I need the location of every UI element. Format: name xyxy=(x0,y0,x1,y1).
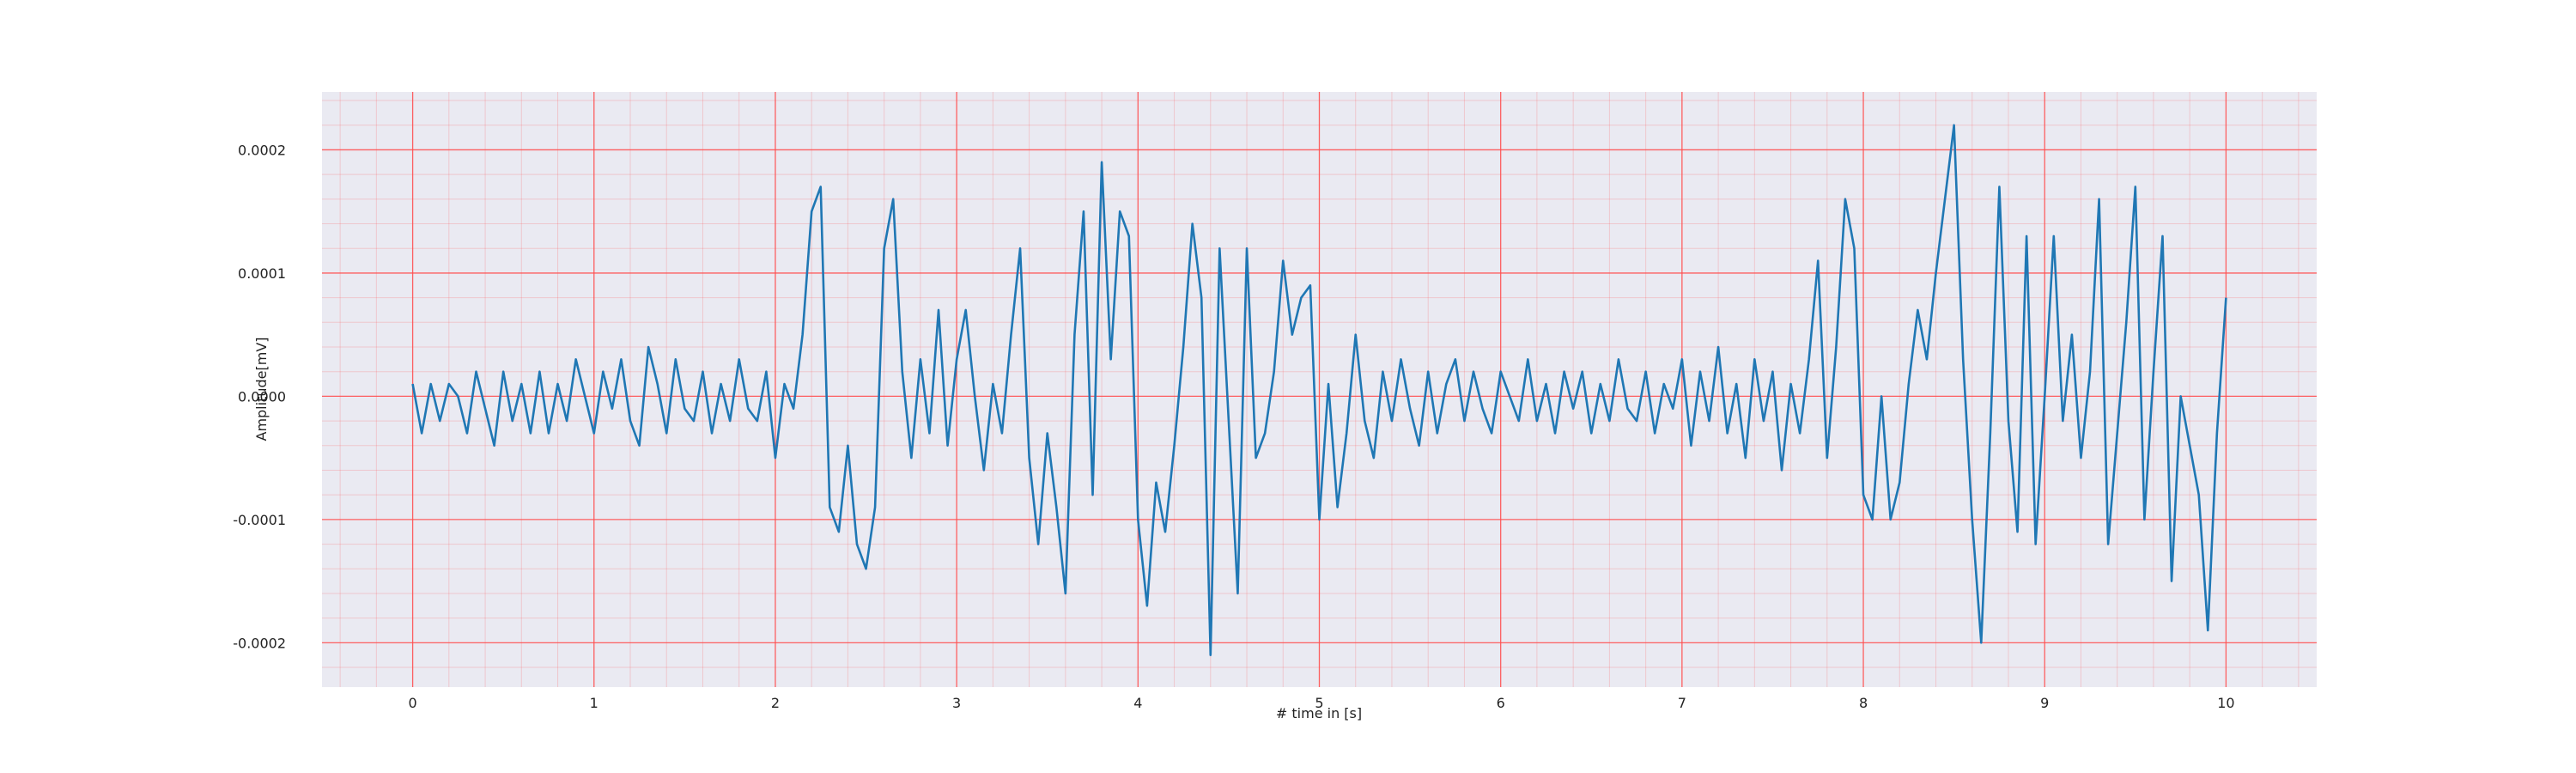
x-tick-label: 1 xyxy=(590,695,598,711)
y-tick-label: -0.0001 xyxy=(233,512,286,528)
x-tick-label: 6 xyxy=(1497,695,1505,711)
y-tick-label: 0.0000 xyxy=(238,388,286,405)
x-tick-label: 10 xyxy=(2217,695,2234,711)
y-tick-label: 0.0002 xyxy=(238,142,286,158)
x-axis-label: # time in [s] xyxy=(1276,705,1362,721)
y-tick-label: -0.0002 xyxy=(233,635,286,651)
x-tick-label: 2 xyxy=(771,695,780,711)
grid xyxy=(322,92,2317,687)
x-tick-label: 0 xyxy=(408,695,416,711)
x-tick-label: 8 xyxy=(1859,695,1868,711)
x-tick-label: 5 xyxy=(1315,695,1323,711)
x-tick-label: 3 xyxy=(952,695,961,711)
x-tick-label: 7 xyxy=(1678,695,1686,711)
y-axis-label: Amplitude[mV] xyxy=(253,337,270,441)
y-tick-label: 0.0001 xyxy=(238,265,286,282)
x-tick-label: 4 xyxy=(1133,695,1142,711)
x-tick-label: 9 xyxy=(2040,695,2049,711)
signal-line xyxy=(411,124,2227,656)
